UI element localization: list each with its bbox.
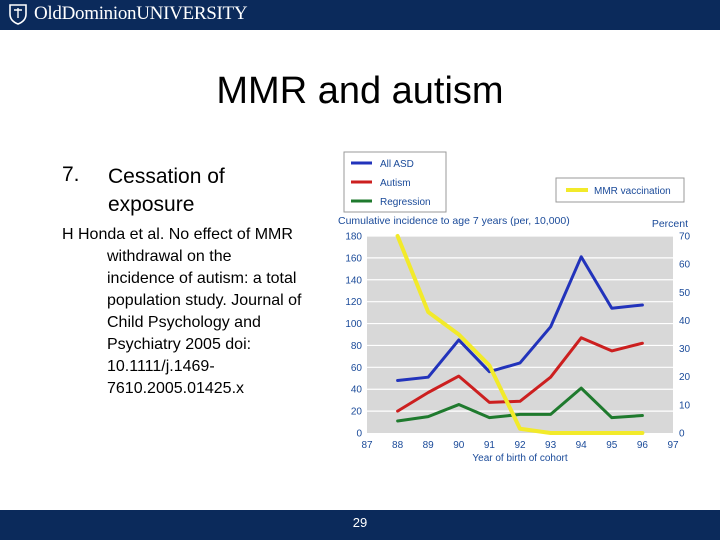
- series-line-mmr-vaccination: [395, 234, 645, 435]
- x-tick-label: 92: [514, 440, 526, 451]
- incidence-chart: 0 20 40 60 80 100 120 140 160 180 0 10 20 30 40 50 60 70 8…: [336, 148, 696, 468]
- chart-title: Cumulative incidence to age 7 years (per…: [338, 215, 570, 227]
- y2-tick-label: 40: [679, 316, 691, 327]
- y-tick-label: 40: [351, 385, 363, 396]
- x-tick-label: 89: [423, 440, 435, 451]
- reference-line: 10.1111/j.1469-: [107, 358, 215, 375]
- page-number: 29: [352, 515, 368, 530]
- x-tick-label: 97: [667, 440, 679, 451]
- y-tick-label: 160: [345, 253, 362, 264]
- y-tick-label: 180: [345, 232, 362, 243]
- legend-label: Regression: [380, 197, 431, 208]
- y2-tick-label: 0: [679, 429, 685, 440]
- y-tick-label: 0: [356, 429, 362, 440]
- x-tick-label: 95: [606, 440, 618, 451]
- reference-line: H Honda et al. No effect of MMR: [62, 226, 293, 243]
- legend-label: MMR vaccination: [594, 186, 671, 197]
- legend-label: All ASD: [380, 159, 414, 170]
- series-line-regression: [396, 386, 644, 423]
- x-axis-label: Year of birth of cohort: [472, 453, 567, 464]
- y2-tick-label: 50: [679, 288, 691, 299]
- point-text: Cessation of exposure: [108, 165, 225, 216]
- reference-line: withdrawal on the: [107, 248, 232, 265]
- y2-tick-label: 10: [679, 400, 691, 411]
- slide-title: MMR and autism: [216, 70, 504, 112]
- header-bar: OldDominionUNIVERSITY: [0, 0, 720, 30]
- x-tick-label: 87: [361, 440, 373, 451]
- x-tick-label: 88: [392, 440, 404, 451]
- y-tick-label: 80: [351, 341, 363, 352]
- legend-label: Autism: [380, 178, 411, 189]
- chart-svg: 0 20 40 60 80 100 120 140 160 180 0 10 20 30 40 50 60 70 8…: [338, 151, 691, 464]
- reference-line: 7610.2005.01425.x: [107, 380, 245, 397]
- x-tick-label: 96: [637, 440, 649, 451]
- footer-bar: [0, 510, 720, 540]
- reference-line: incidence of autism: a total: [107, 270, 297, 287]
- series-line-autism: [396, 336, 644, 413]
- y-tick-label: 60: [351, 363, 363, 374]
- y2-tick-label: 20: [679, 372, 691, 383]
- y2-tick-label: 30: [679, 344, 691, 355]
- reference-line: population study. Journal of: [107, 292, 302, 309]
- crest-icon: [8, 3, 28, 25]
- university-name: OldDominionUNIVERSITY: [34, 3, 248, 24]
- point-number: 7.: [62, 163, 80, 186]
- y-tick-label: 20: [351, 407, 363, 418]
- y-tick-label: 140: [345, 275, 362, 286]
- university-logo: OldDominionUNIVERSITY: [8, 3, 248, 25]
- y-tick-label: 100: [345, 319, 362, 330]
- x-tick-label: 91: [484, 440, 496, 451]
- y-tick-label: 120: [345, 297, 362, 308]
- x-tick-label: 93: [545, 440, 557, 451]
- reference-line: Psychiatry 2005 doi:: [107, 336, 252, 353]
- right-axis-title: Percent: [652, 218, 688, 230]
- x-tick-label: 94: [576, 440, 588, 451]
- y2-tick-label: 70: [679, 232, 691, 243]
- y2-tick-label: 60: [679, 260, 691, 271]
- reference-citation: H Honda et al. No effect of MMR withdraw…: [62, 224, 342, 400]
- x-tick-label: 90: [453, 440, 465, 451]
- series-line-all-asd: [396, 255, 644, 382]
- reference-line: Child Psychology and: [107, 314, 261, 331]
